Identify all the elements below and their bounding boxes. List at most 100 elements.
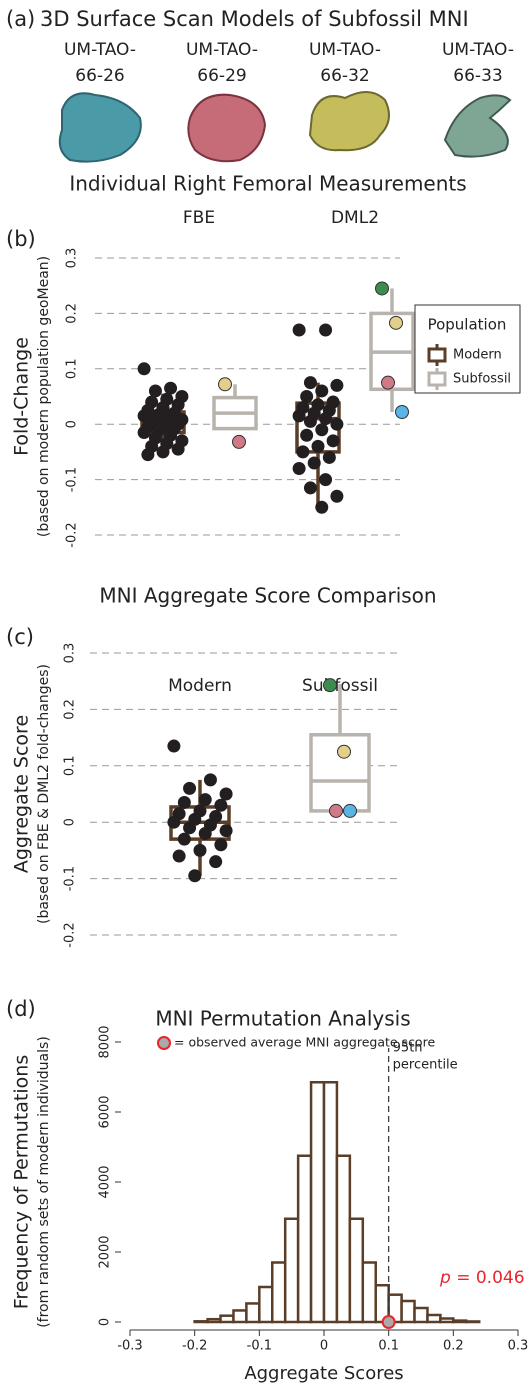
y-tick-label: -0.2 — [63, 922, 78, 947]
y-tick-label: 0 — [63, 818, 78, 826]
y-axis-sublabel: (based on FBE & DML2 fold-changes) — [36, 664, 52, 924]
histogram-bar — [233, 1310, 246, 1322]
y-axis-label: Fold-Change — [11, 337, 33, 456]
threshold-label: percentile — [393, 1058, 458, 1073]
data-point — [330, 418, 343, 431]
y-tick-label: 0.1 — [63, 755, 78, 776]
specimen-label: 66-33 — [453, 66, 502, 86]
histogram-bar — [208, 1319, 221, 1322]
p-text: = 0.046 — [451, 1268, 525, 1288]
y-tick-label: 0 — [98, 1318, 113, 1326]
y-tick-label: -0.1 — [65, 467, 80, 492]
data-point — [199, 827, 212, 840]
histogram-bar — [402, 1301, 415, 1322]
histogram-bar — [246, 1303, 259, 1322]
y-tick-label: 2000 — [98, 1235, 113, 1268]
histogram-bar — [221, 1316, 234, 1322]
data-point — [204, 773, 217, 786]
data-point — [344, 804, 357, 817]
panel-label: (b) — [6, 227, 36, 251]
data-point — [319, 473, 332, 486]
data-point — [183, 782, 196, 795]
data-point — [396, 406, 409, 419]
legend-title: Population — [428, 316, 507, 334]
data-point — [219, 378, 232, 391]
legend-label: Subfossil — [453, 372, 511, 387]
bone-model — [445, 95, 510, 156]
y-tick-label: -0.1 — [63, 866, 78, 891]
x-tick-label: 0.3 — [508, 1339, 529, 1354]
histogram-bar — [415, 1308, 428, 1322]
specimen-label: 66-32 — [320, 66, 369, 86]
x-category-label: Modern — [168, 676, 232, 696]
data-point — [376, 282, 389, 295]
data-point — [157, 445, 170, 458]
specimen-label: 66-26 — [75, 66, 124, 86]
y-tick-label: 0.3 — [65, 248, 80, 269]
data-point — [293, 409, 306, 422]
histogram-bar — [363, 1263, 376, 1323]
y-tick-label: -0.2 — [65, 522, 80, 547]
y-tick-label: 0.1 — [65, 358, 80, 379]
histogram-bar — [337, 1156, 350, 1322]
histogram-bar — [324, 1082, 337, 1322]
data-point — [312, 440, 325, 453]
data-point — [319, 324, 332, 337]
specimen-label: UM-TAO- — [64, 40, 136, 60]
legend-label: Modern — [453, 348, 502, 363]
specimen-label: UM-TAO- — [186, 40, 258, 60]
bone-model — [188, 95, 265, 162]
y-axis-label: Aggregate Score — [11, 715, 33, 873]
y-tick-label: 0 — [65, 420, 80, 428]
data-point — [304, 376, 317, 389]
chart-title: MNI Aggregate Score Comparison — [99, 584, 436, 608]
bone-model — [60, 93, 141, 161]
data-point — [214, 799, 227, 812]
data-point — [164, 382, 177, 395]
y-tick-label: 6000 — [98, 1095, 113, 1128]
histogram-bar — [259, 1287, 272, 1322]
y-tick-label: 0.2 — [63, 699, 78, 720]
specimen-label: UM-TAO- — [442, 40, 514, 60]
histogram-bar — [350, 1219, 363, 1322]
y-tick-label: 4000 — [98, 1165, 113, 1198]
x-category-label: DML2 — [331, 208, 379, 228]
data-point — [315, 384, 328, 397]
figure: (a) 3D Surface Scan Models of Subfossil … — [0, 0, 532, 1388]
histogram-bar — [285, 1219, 298, 1322]
x-tick-label: 0.2 — [443, 1339, 464, 1354]
histogram-bar — [298, 1156, 311, 1322]
data-point — [308, 456, 321, 469]
y-tick-label: 0.3 — [63, 643, 78, 664]
specimen-labels: UM-TAO- 66-26 UM-TAO- 66-29 UM-TAO- 66-3… — [64, 40, 514, 86]
data-point — [220, 788, 233, 801]
data-point — [296, 445, 309, 458]
y-tick-label: 0.2 — [65, 303, 80, 324]
legend-label: = observed average MNI aggregate score — [174, 1035, 435, 1050]
y-axis-sublabel: (based on modern population geoMean) — [36, 256, 52, 537]
data-point — [167, 740, 180, 753]
data-point — [323, 451, 336, 464]
x-tick-label: 0.1 — [378, 1339, 399, 1354]
histogram-bar — [453, 1321, 466, 1322]
data-point — [141, 448, 154, 461]
x-category-label: FBE — [183, 208, 215, 228]
data-point — [327, 434, 340, 447]
panel-label: (d) — [6, 997, 36, 1021]
y-axis-sublabel: (from random sets of modern individuals) — [36, 1036, 52, 1328]
data-point — [300, 390, 313, 403]
data-point — [319, 412, 332, 425]
data-point — [178, 796, 191, 809]
p-symbol: p — [439, 1268, 451, 1288]
data-point — [304, 481, 317, 494]
data-point — [194, 844, 207, 857]
x-tick-label: -0.2 — [182, 1339, 207, 1354]
data-point — [338, 745, 351, 758]
data-point — [178, 833, 191, 846]
histogram-bar — [440, 1319, 453, 1323]
histogram-bar — [272, 1263, 285, 1323]
x-tick-label: -0.1 — [247, 1339, 272, 1354]
observed-marker — [383, 1316, 395, 1328]
page: (a) 3D Surface Scan Models of Subfossil … — [0, 0, 532, 1388]
data-point — [324, 679, 337, 692]
